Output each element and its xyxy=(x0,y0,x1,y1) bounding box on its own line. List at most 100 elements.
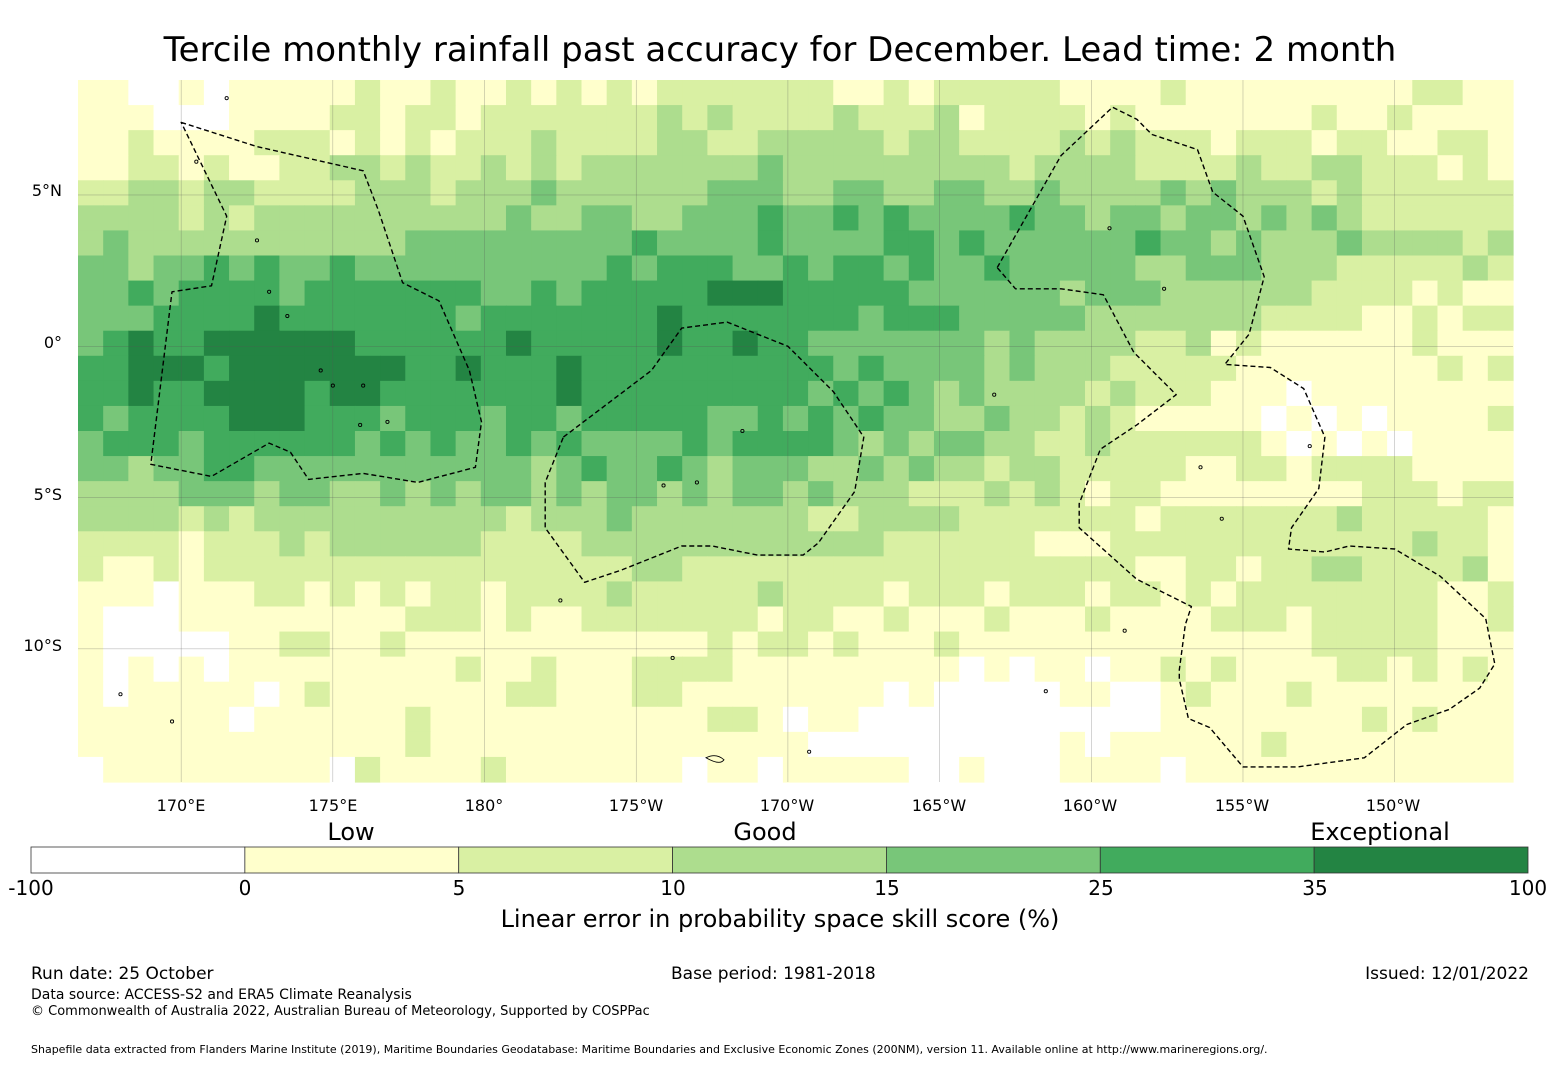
skill-cell xyxy=(203,355,230,382)
skill-cell xyxy=(581,556,608,583)
skill-cell xyxy=(1236,230,1262,257)
skill-cell xyxy=(682,80,708,106)
skill-cell xyxy=(1412,681,1439,708)
skill-cell xyxy=(556,280,583,307)
skill-cell xyxy=(1261,130,1288,156)
skill-cell xyxy=(657,556,683,583)
skill-cell xyxy=(430,205,457,232)
skill-cell xyxy=(103,405,129,432)
skill-cell xyxy=(556,706,583,733)
skill-cell xyxy=(279,405,306,432)
skill-cell xyxy=(1135,456,1162,482)
skill-cell xyxy=(984,681,1011,708)
skill-cell xyxy=(1210,355,1237,382)
skill-cell xyxy=(531,105,557,131)
skill-cell xyxy=(229,355,255,382)
skill-cell xyxy=(1210,681,1237,708)
skill-cell xyxy=(606,731,633,758)
skill-cell xyxy=(883,130,910,156)
skill-cell xyxy=(631,230,658,257)
skill-cell xyxy=(78,80,104,106)
skill-cell xyxy=(959,456,985,482)
skill-cell xyxy=(682,180,708,206)
skill-cell xyxy=(304,130,331,156)
skill-cell xyxy=(908,80,935,106)
skill-cell xyxy=(1085,581,1111,608)
island-outline xyxy=(807,749,812,754)
skill-cell xyxy=(707,255,734,282)
skill-cell xyxy=(1110,230,1136,257)
skill-cell xyxy=(606,681,633,708)
skill-cell xyxy=(808,80,834,106)
skill-cell xyxy=(631,355,658,382)
skill-cell xyxy=(657,230,683,257)
skill-cell xyxy=(556,481,583,507)
skill-cell xyxy=(455,405,482,432)
skill-cell xyxy=(203,506,230,532)
skill-cell xyxy=(1110,205,1136,232)
skill-cell xyxy=(531,531,557,557)
skill-cell xyxy=(933,155,960,181)
skill-cell xyxy=(329,130,356,156)
skill-cell xyxy=(1286,731,1313,758)
skill-cell xyxy=(808,481,834,507)
skill-cell xyxy=(581,330,608,357)
skill-cell xyxy=(254,656,281,683)
skill-cell xyxy=(329,581,356,608)
skill-cell xyxy=(229,255,255,282)
skill-cell xyxy=(78,105,104,131)
skill-cell xyxy=(103,581,129,608)
skill-cell xyxy=(858,205,885,232)
skill-cell xyxy=(304,155,331,181)
skill-cell xyxy=(1261,431,1288,457)
skill-cell xyxy=(1185,355,1212,382)
skill-cell xyxy=(984,481,1011,507)
skill-cell xyxy=(933,431,960,457)
skill-cell xyxy=(480,105,507,131)
skill-cell xyxy=(1085,380,1111,407)
skill-cell xyxy=(1437,355,1464,382)
skill-cell xyxy=(1110,531,1136,557)
skill-cell xyxy=(430,706,457,733)
skill-cell xyxy=(128,405,155,432)
skill-cell xyxy=(103,205,129,232)
skill-cell xyxy=(1261,731,1288,758)
skill-cell xyxy=(1311,456,1338,482)
island-outline xyxy=(224,96,229,101)
skill-cell xyxy=(430,531,457,557)
island-outline xyxy=(1198,465,1203,470)
island-outline xyxy=(661,483,666,488)
skill-cell xyxy=(1286,706,1313,733)
skill-cell xyxy=(1361,481,1388,507)
skill-cell xyxy=(858,180,885,206)
skill-cell xyxy=(153,155,180,181)
skill-cell xyxy=(329,681,356,708)
skill-cell xyxy=(1059,205,1086,232)
skill-cell xyxy=(1210,556,1237,583)
skill-cell xyxy=(1311,80,1338,106)
skill-cell xyxy=(254,205,281,232)
skill-cell xyxy=(103,481,129,507)
skill-cell xyxy=(329,606,356,633)
skill-cell xyxy=(1185,606,1212,633)
skill-cell xyxy=(556,355,583,382)
skill-cell xyxy=(1160,681,1187,708)
skill-cell xyxy=(1487,756,1514,783)
skill-cell xyxy=(631,681,658,708)
skill-cell xyxy=(707,330,734,357)
skill-cell xyxy=(1210,305,1237,332)
skill-cell xyxy=(1412,481,1439,507)
skill-cell xyxy=(1286,405,1313,432)
skill-cell xyxy=(732,355,759,382)
skill-cell xyxy=(1412,130,1439,156)
skill-cell xyxy=(1185,531,1212,557)
skill-cell xyxy=(833,130,860,156)
skill-cell xyxy=(606,230,633,257)
skill-cell xyxy=(1210,756,1237,783)
skill-cell xyxy=(1034,80,1061,106)
skill-cell xyxy=(329,180,356,206)
skill-cell xyxy=(1185,255,1212,282)
island-outline xyxy=(358,422,363,427)
skill-cell xyxy=(1336,506,1363,532)
skill-cell xyxy=(581,731,608,758)
